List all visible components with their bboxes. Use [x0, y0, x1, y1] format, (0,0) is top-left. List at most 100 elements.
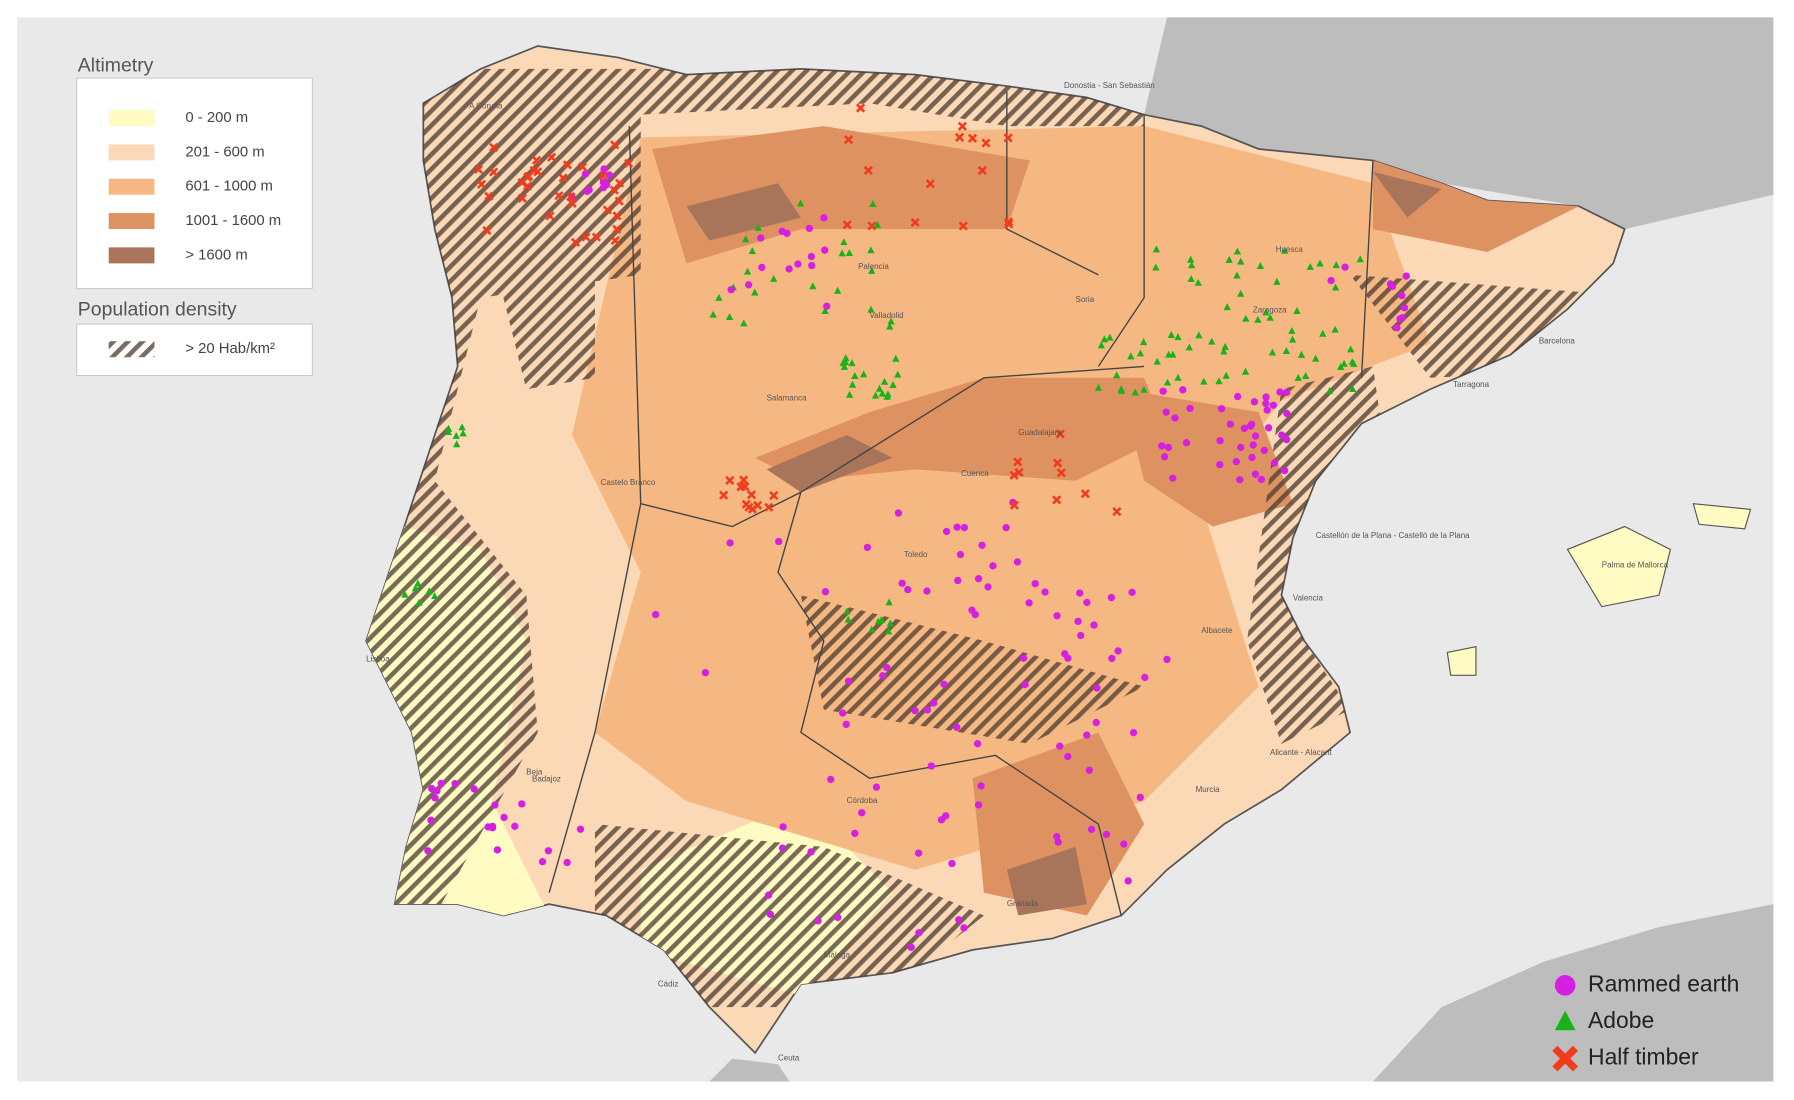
rammed-earth — [427, 816, 435, 824]
rammed-earth — [956, 550, 965, 559]
rammed-earth — [1169, 474, 1177, 482]
adobe — [894, 370, 902, 378]
rammed-earth — [1120, 840, 1128, 848]
city-label: Lisboa — [366, 654, 390, 663]
half-timber — [1013, 457, 1023, 467]
rammed-earth — [757, 234, 765, 242]
adobe — [1340, 359, 1348, 367]
half-timber — [570, 237, 581, 247]
adobe — [1302, 372, 1310, 379]
rammed-earth — [758, 263, 766, 272]
rammed-earth — [898, 579, 906, 587]
adobe — [1187, 275, 1195, 283]
rammed-earth — [500, 813, 508, 822]
city-label: Murcia — [1196, 785, 1221, 794]
rammed-earth — [1159, 387, 1167, 395]
adobe — [1266, 313, 1274, 321]
rammed-earth — [493, 846, 502, 854]
rammed-earth — [863, 543, 872, 552]
half-timber — [910, 217, 920, 227]
rammed-earth — [599, 183, 608, 192]
adobe — [1152, 263, 1160, 271]
rammed-earth — [437, 779, 445, 788]
half-timber — [554, 191, 564, 201]
rammed-earth — [954, 576, 962, 585]
adobe — [851, 372, 859, 379]
half-timber — [1056, 468, 1066, 478]
rammed-earth — [1128, 588, 1136, 597]
adobe — [1337, 363, 1345, 370]
rammed-earth — [1031, 580, 1039, 588]
adobe — [1331, 325, 1339, 333]
rammed-earth — [764, 891, 773, 899]
legend-title: Altimetry — [78, 55, 154, 77]
rammed-earth — [599, 178, 608, 186]
half-timber — [753, 500, 763, 510]
rammed-earth — [1162, 408, 1170, 416]
rammed-earth — [1396, 315, 1404, 323]
city-label: Castellón de la Plana - Castelló de la P… — [1316, 531, 1470, 540]
legend-label: 1001 - 1600 m — [185, 213, 281, 229]
rammed-earth — [827, 775, 835, 784]
city-label: Tarragona — [1453, 380, 1490, 389]
rammed-earth — [1064, 654, 1072, 662]
adobe — [1097, 341, 1106, 349]
rammed-earth — [842, 720, 850, 729]
adobe — [751, 288, 759, 296]
adobe — [1268, 348, 1277, 356]
half-timber — [1080, 489, 1090, 499]
adobe — [1225, 255, 1233, 263]
adobe — [884, 627, 893, 635]
ibiza — [1446, 645, 1477, 676]
rammed-earth — [428, 784, 436, 793]
adobe — [1174, 373, 1182, 381]
rammed-earth — [1262, 399, 1270, 408]
marker-legend: Rammed earth Adobe Half timber — [1552, 970, 1739, 1072]
rammed-earth — [1276, 388, 1284, 396]
rammed-earth — [915, 929, 923, 937]
half-timber — [741, 499, 751, 509]
rammed-earth — [1388, 282, 1397, 291]
rammed-earth — [894, 509, 903, 517]
rammed-earth — [484, 823, 492, 831]
adobe — [1356, 255, 1364, 263]
adobe — [1316, 259, 1324, 267]
adobe — [1288, 326, 1296, 334]
rammed-earth — [775, 537, 783, 546]
city-label: Beja — [526, 768, 543, 777]
rammed-earth — [727, 285, 735, 294]
rammed-earth — [1262, 393, 1270, 401]
rammed-earth — [960, 924, 968, 932]
adobe — [871, 391, 880, 399]
rammed-earth — [1163, 655, 1171, 664]
half-timber — [1004, 219, 1014, 229]
rammed-earth — [1240, 424, 1249, 433]
half-timber — [566, 192, 576, 202]
adobe — [1297, 350, 1306, 358]
adobe — [1195, 331, 1203, 339]
rammed-earth — [1260, 446, 1268, 455]
adobe — [1140, 385, 1148, 393]
adobe — [1200, 377, 1208, 385]
adobe — [740, 319, 748, 327]
half-timber — [532, 155, 542, 165]
rammed-earth — [1141, 673, 1149, 682]
adobe — [444, 424, 453, 432]
rammed-earth — [927, 762, 935, 770]
half-timber — [517, 178, 527, 188]
half-timber — [856, 103, 866, 113]
rammed-earth — [451, 779, 459, 788]
adobe — [1208, 337, 1216, 345]
half-timber — [769, 490, 779, 501]
adobe — [1288, 335, 1297, 343]
adobe — [1319, 329, 1327, 337]
adobe — [425, 587, 433, 595]
rammed-earth — [538, 858, 547, 866]
rammed-earth — [1217, 405, 1226, 413]
half-timber — [612, 211, 622, 221]
adobe — [1194, 278, 1202, 286]
adobe — [415, 598, 423, 606]
rammed-earth — [491, 801, 499, 809]
rammed-earth — [971, 610, 979, 619]
half-timber — [529, 165, 539, 176]
